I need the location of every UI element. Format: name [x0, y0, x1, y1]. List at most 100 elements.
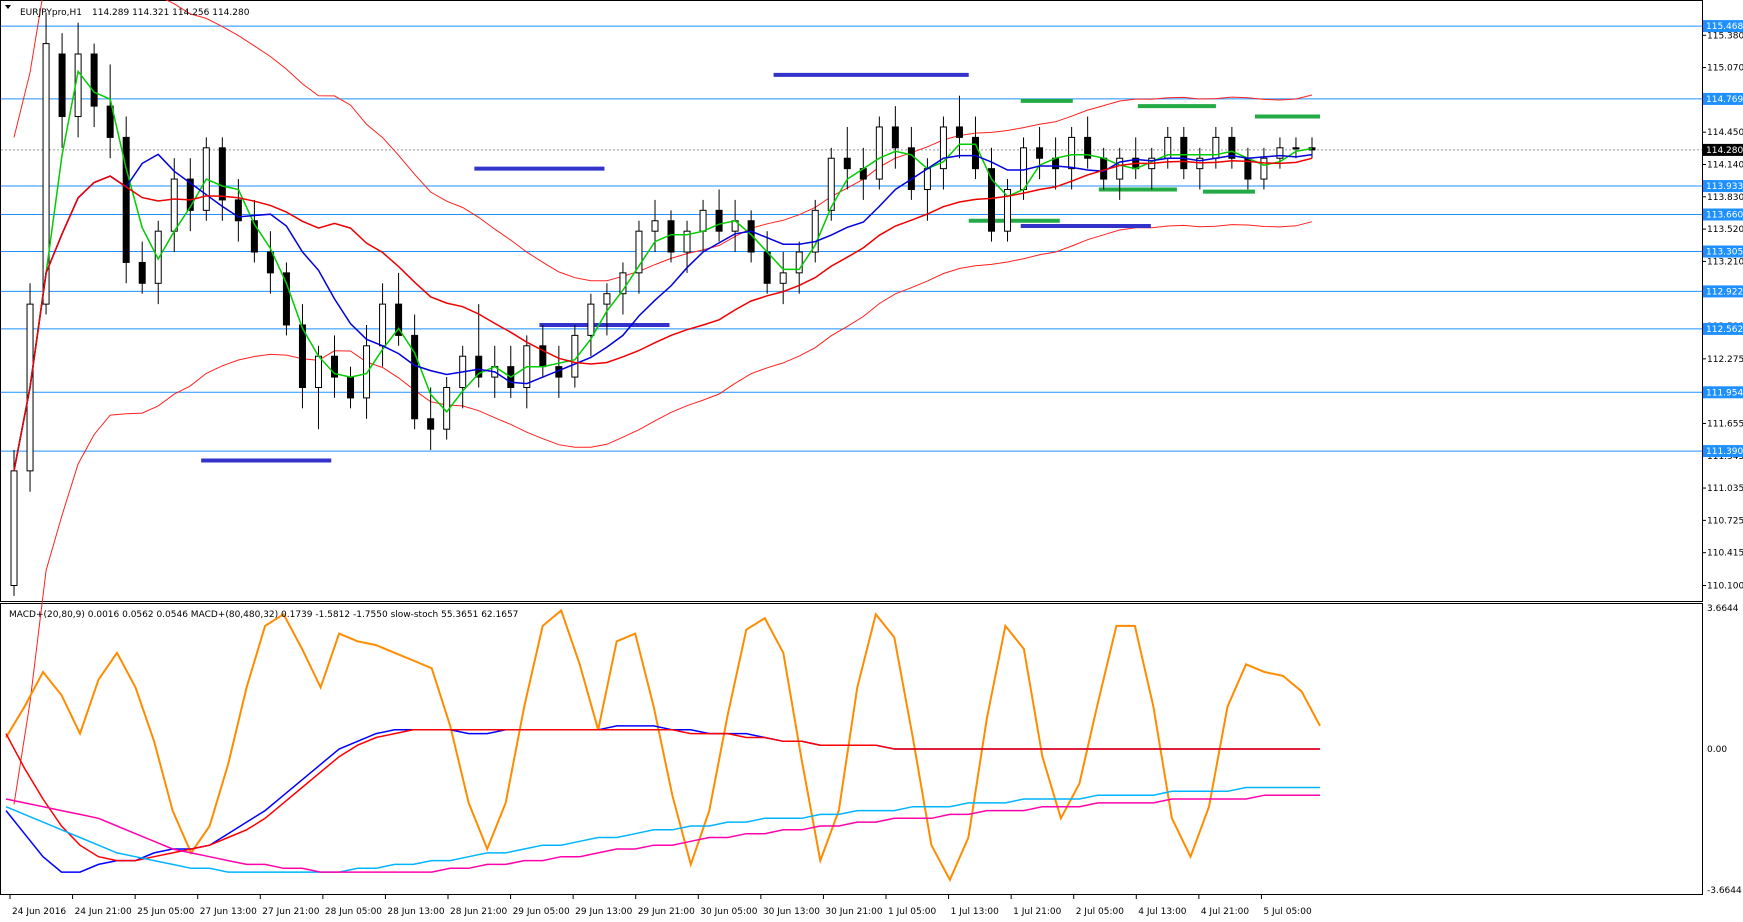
indicator-tick-label: 3.6644 [1707, 604, 1739, 614]
bear-candle [715, 209, 723, 232]
time-tick-label: 25 Jun 05:00 [137, 907, 194, 917]
bear-candle [747, 220, 755, 253]
lower-band-line [13, 221, 1313, 805]
time-tick-label: 27 Jun 21:00 [262, 907, 319, 917]
time-tick-label: 28 Jun 05:00 [325, 907, 382, 917]
dropdown-arrow-icon[interactable] [5, 5, 11, 9]
time-tick-label: 2 Jul 05:00 [1076, 907, 1125, 917]
bear-candle [122, 136, 130, 263]
bear-candle [250, 220, 258, 253]
bear-candle [1084, 136, 1092, 159]
ma-slow-line [13, 157, 1313, 472]
level-tag-label: 115.468 [1706, 22, 1743, 32]
level-tag [1703, 92, 1743, 105]
indicator-series-line [5, 729, 1320, 862]
time-tick-label: 28 Jun 13:00 [387, 907, 444, 917]
price-tick-label: 112.275 [1707, 355, 1743, 365]
bear-candle [90, 53, 98, 107]
bear-candle [1036, 147, 1044, 159]
level-tag [1703, 208, 1743, 221]
bull-candle [1116, 157, 1124, 180]
support-resistance-zones [201, 72, 1320, 463]
bull-candle [379, 303, 387, 347]
bull-candle [1260, 157, 1268, 180]
time-tick-label: 4 Jul 13:00 [1138, 907, 1187, 917]
bull-candle [42, 43, 50, 305]
level-tag [1703, 180, 1743, 193]
quote-header: 114.289 114.321 114.256 114.280 [92, 8, 250, 18]
indicator-panel[interactable] [0, 603, 1703, 895]
time-tick-label: 29 Jun 05:00 [513, 907, 570, 917]
bull-candle [1276, 147, 1284, 159]
time-tick-label: 4 Jul 21:00 [1201, 907, 1250, 917]
level-tag [1703, 322, 1743, 335]
bull-candle [939, 126, 947, 170]
bear-candle [891, 126, 899, 149]
indicator-series-line [5, 786, 1320, 873]
bear-candle [1100, 157, 1108, 180]
level-tag-label: 111.390 [1706, 447, 1743, 457]
level-tag-label: 112.562 [1706, 325, 1743, 335]
symbol-header: EURJPYpro,H1 [20, 8, 82, 18]
price-tick-label: 113.210 [1707, 257, 1743, 267]
bear-candle [1228, 136, 1236, 159]
level-tag [1703, 20, 1743, 33]
bull-candle [795, 251, 803, 274]
level-tag-label: 112.922 [1706, 287, 1743, 297]
bull-candle [363, 345, 371, 399]
price-tick-label: 114.140 [1707, 160, 1743, 170]
time-tick-label: 30 Jun 05:00 [700, 907, 757, 917]
envelope-bands [13, 0, 1313, 805]
bull-candle [651, 220, 659, 232]
bear-candle [282, 272, 290, 326]
bear-candle [411, 334, 419, 420]
bull-candle [314, 355, 322, 388]
ma-mid-line [13, 153, 1313, 472]
current-price-tag [1703, 143, 1743, 156]
time-tick-label: 30 Jun 21:00 [825, 907, 882, 917]
bear-candle [106, 105, 114, 138]
time-tick-label: 24 Jun 2016 [12, 907, 66, 917]
bull-candle [170, 178, 178, 232]
bear-candle [907, 147, 915, 190]
bear-candle [347, 376, 355, 399]
price-tick-label: 115.380 [1707, 31, 1743, 41]
indicator-tick-label: -3.6644 [1707, 886, 1742, 896]
current-price-label: 114.280 [1706, 146, 1743, 156]
level-tag [1703, 386, 1743, 399]
bull-candle [1292, 147, 1300, 150]
bull-candle [619, 272, 627, 295]
price-tick-label: 114.450 [1707, 128, 1743, 138]
bull-candle [154, 230, 162, 284]
price-tick-label: 111.655 [1707, 419, 1743, 429]
indicator-series-line [5, 794, 1320, 873]
bear-candle [955, 126, 963, 138]
bear-candle [218, 147, 226, 201]
bull-candle [699, 209, 707, 232]
level-tag-label: 114.769 [1706, 95, 1743, 105]
bear-candle [234, 199, 242, 222]
bull-candle [10, 470, 18, 586]
time-tick-label: 29 Jun 13:00 [575, 907, 632, 917]
bear-candle [266, 251, 274, 274]
level-tag-label: 113.305 [1706, 248, 1743, 258]
time-tick-label: 30 Jun 13:00 [763, 907, 820, 917]
bull-candle [827, 157, 835, 211]
bull-candle [1004, 188, 1012, 232]
bull-candle [683, 230, 691, 253]
moving-averages [13, 69, 1313, 472]
level-tag-label: 113.660 [1706, 211, 1743, 221]
time-tick-label: 28 Jun 21:00 [450, 907, 507, 917]
time-tick-label: 24 Jun 21:00 [75, 907, 132, 917]
time-tick-label: 1 Jul 13:00 [951, 907, 1000, 917]
level-tag [1703, 285, 1743, 298]
price-tick-label: 113.830 [1707, 193, 1743, 203]
price-panel[interactable] [0, 0, 1703, 602]
bull-candle [875, 126, 883, 180]
ma-fast-line [13, 69, 1313, 472]
bear-candle [988, 168, 995, 232]
price-tick-label: 110.415 [1707, 549, 1743, 559]
level-tag-label: 113.933 [1706, 182, 1743, 192]
time-tick-label: 1 Jul 05:00 [888, 907, 937, 917]
